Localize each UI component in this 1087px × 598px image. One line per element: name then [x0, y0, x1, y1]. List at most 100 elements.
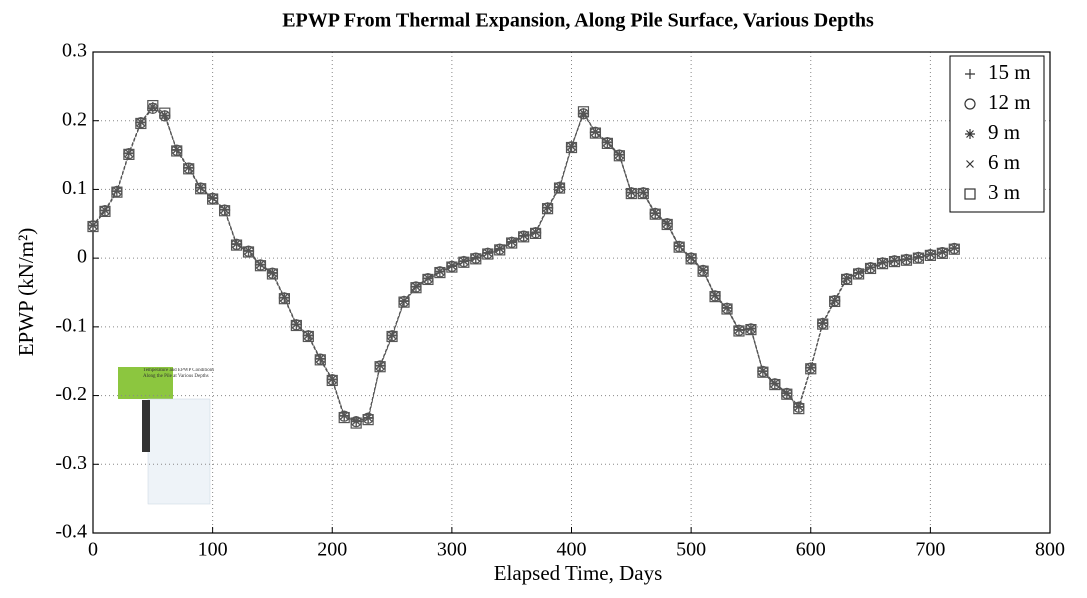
x-tick-label: 100	[198, 539, 228, 561]
marker	[964, 188, 976, 200]
marker	[723, 303, 731, 312]
marker	[268, 268, 277, 277]
x-tick-label: 500	[676, 539, 706, 561]
marker	[135, 117, 147, 130]
marker	[172, 145, 181, 154]
marker	[230, 239, 243, 251]
marker	[160, 111, 169, 120]
marker	[651, 208, 660, 217]
marker	[663, 219, 672, 228]
marker	[183, 163, 195, 175]
marker	[964, 98, 976, 110]
marker	[565, 141, 578, 154]
marker	[147, 99, 159, 112]
marker	[386, 330, 398, 343]
marker	[136, 118, 145, 127]
marker	[579, 109, 588, 118]
marker	[781, 388, 793, 400]
marker	[878, 258, 887, 267]
marker	[890, 256, 899, 265]
marker	[364, 413, 373, 422]
marker	[770, 379, 779, 388]
inset-box	[118, 367, 173, 399]
marker	[519, 231, 528, 240]
marker	[208, 193, 217, 202]
marker	[111, 186, 123, 198]
marker	[625, 187, 637, 200]
marker	[424, 274, 432, 282]
y-tick-label: 0.3	[62, 40, 87, 62]
marker	[266, 268, 279, 280]
marker	[948, 243, 960, 255]
marker	[900, 254, 913, 266]
x-tick-label: 400	[557, 539, 587, 561]
legend-label: 9 m	[988, 120, 1020, 144]
marker	[422, 273, 434, 286]
y-tick-label: 0	[77, 246, 87, 268]
marker	[601, 137, 613, 149]
marker	[458, 256, 470, 268]
marker	[965, 69, 975, 79]
y-tick-label: -0.2	[55, 383, 87, 405]
marker	[148, 103, 157, 111]
marker	[292, 320, 301, 329]
marker	[924, 249, 936, 261]
marker	[459, 256, 468, 265]
marker	[113, 186, 121, 195]
marker	[400, 296, 408, 305]
marker	[912, 252, 925, 264]
marker	[673, 241, 685, 253]
marker	[675, 241, 684, 250]
marker	[543, 203, 552, 212]
marker	[950, 243, 959, 252]
marker	[589, 127, 602, 139]
marker	[735, 325, 743, 334]
marker	[278, 293, 290, 305]
marker	[936, 247, 948, 259]
marker	[603, 138, 612, 146]
marker	[435, 267, 444, 276]
marker	[184, 163, 193, 172]
marker	[553, 182, 566, 194]
marker	[841, 273, 853, 286]
marker	[101, 206, 109, 214]
marker	[854, 268, 863, 277]
marker	[171, 145, 183, 157]
marker	[280, 293, 289, 302]
y-tick-label: 0.1	[62, 177, 87, 199]
marker	[747, 324, 755, 333]
marker	[338, 411, 350, 424]
marker	[123, 148, 135, 160]
marker	[709, 291, 721, 303]
marker	[818, 318, 827, 327]
marker	[876, 258, 889, 270]
marker	[733, 325, 745, 337]
inset-pile	[142, 400, 150, 452]
marker	[902, 254, 911, 263]
legend-label: 3 m	[988, 180, 1020, 204]
marker	[326, 374, 338, 387]
x-tick-label: 600	[796, 539, 826, 561]
inset-text-box: Temperature and EPWP Conditions Along th…	[143, 368, 214, 379]
marker	[398, 296, 410, 308]
legend-label: 6 m	[988, 150, 1020, 174]
marker	[446, 261, 458, 273]
marker	[758, 366, 767, 375]
marker	[340, 411, 349, 420]
inset: Temperature and EPWP Conditions Along th…	[118, 367, 214, 505]
marker	[374, 361, 386, 373]
marker	[615, 150, 624, 159]
marker	[506, 237, 518, 249]
marker	[482, 248, 494, 260]
marker	[410, 282, 422, 294]
marker	[89, 221, 97, 230]
marker	[685, 253, 697, 265]
marker	[711, 291, 719, 300]
marker	[864, 262, 877, 275]
marker	[290, 319, 302, 332]
marker	[352, 417, 361, 425]
y-tick-label: -0.1	[55, 314, 87, 336]
marker	[745, 324, 757, 336]
marker	[639, 188, 648, 197]
